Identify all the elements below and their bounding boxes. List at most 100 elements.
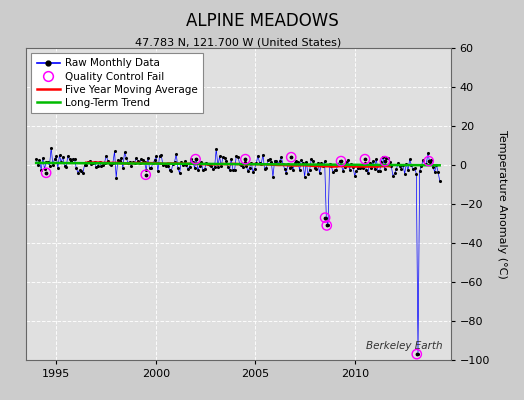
Point [417, 163, 425, 170]
Point [184, 166, 192, 172]
Point [389, 173, 397, 179]
Point [327, 163, 335, 170]
Point [367, 165, 376, 172]
Point [267, 159, 276, 165]
Point [300, 174, 309, 180]
Point [202, 160, 211, 166]
Point [362, 167, 370, 173]
Point [317, 160, 325, 166]
Point [118, 165, 127, 171]
Point [434, 168, 442, 175]
Point [42, 170, 50, 176]
Point [424, 158, 433, 164]
Point [132, 155, 140, 161]
Point [52, 153, 60, 160]
Point [85, 158, 94, 164]
Point [92, 164, 101, 170]
Point [259, 151, 267, 158]
Point [287, 154, 296, 160]
Point [99, 162, 107, 168]
Point [111, 148, 119, 155]
Point [180, 158, 189, 165]
Point [377, 159, 386, 165]
Point [95, 159, 104, 165]
Point [374, 168, 382, 174]
Point [235, 160, 244, 167]
Point [392, 166, 400, 173]
Point [37, 167, 46, 173]
Point [321, 214, 329, 221]
Point [173, 165, 182, 171]
Point [229, 167, 237, 173]
Point [155, 152, 163, 159]
Point [319, 163, 327, 169]
Point [144, 154, 152, 161]
Point [66, 156, 74, 163]
Point [72, 164, 80, 171]
Point [145, 165, 154, 172]
Point [32, 156, 40, 162]
Point [247, 160, 256, 166]
Point [225, 167, 234, 174]
Point [379, 154, 387, 160]
Point [207, 163, 215, 169]
Point [129, 159, 137, 166]
Point [179, 162, 187, 168]
Y-axis label: Temperature Anomaly (°C): Temperature Anomaly (°C) [497, 130, 507, 278]
Point [190, 165, 199, 171]
Point [274, 161, 282, 167]
Point [159, 162, 167, 168]
Point [381, 158, 389, 164]
Point [250, 166, 259, 172]
Point [297, 157, 305, 163]
Point [53, 164, 62, 171]
Point [50, 156, 59, 162]
Point [266, 156, 274, 162]
Point [244, 168, 252, 174]
Point [296, 167, 304, 173]
Text: Berkeley Earth: Berkeley Earth [366, 341, 442, 351]
Point [355, 164, 364, 171]
Point [270, 157, 279, 164]
Point [264, 157, 272, 163]
Point [431, 168, 439, 175]
Point [422, 160, 431, 167]
Point [60, 163, 69, 170]
Point [112, 174, 121, 181]
Point [209, 166, 217, 172]
Point [429, 164, 437, 170]
Point [357, 164, 366, 170]
Point [163, 163, 172, 169]
Point [166, 166, 174, 173]
Point [115, 158, 124, 164]
Point [134, 158, 142, 164]
Point [245, 164, 254, 171]
Point [217, 163, 225, 170]
Point [339, 168, 347, 174]
Point [390, 170, 399, 176]
Point [222, 158, 231, 165]
Point [237, 162, 245, 168]
Point [404, 167, 412, 174]
Point [199, 167, 207, 173]
Point [286, 164, 294, 171]
Text: ALPINE MEADOWS: ALPINE MEADOWS [185, 12, 339, 30]
Point [325, 160, 334, 167]
Point [309, 158, 317, 164]
Point [412, 351, 421, 357]
Point [77, 168, 85, 174]
Point [234, 154, 242, 160]
Point [359, 165, 367, 171]
Point [382, 154, 390, 161]
Point [302, 158, 311, 165]
Point [219, 154, 227, 160]
Point [142, 167, 150, 173]
Point [40, 166, 49, 172]
Title: 47.783 N, 121.700 W (United States): 47.783 N, 121.700 W (United States) [135, 37, 342, 47]
Point [90, 158, 99, 165]
Point [105, 161, 114, 167]
Point [125, 158, 134, 165]
Point [384, 155, 392, 161]
Point [329, 168, 337, 175]
Point [200, 166, 209, 172]
